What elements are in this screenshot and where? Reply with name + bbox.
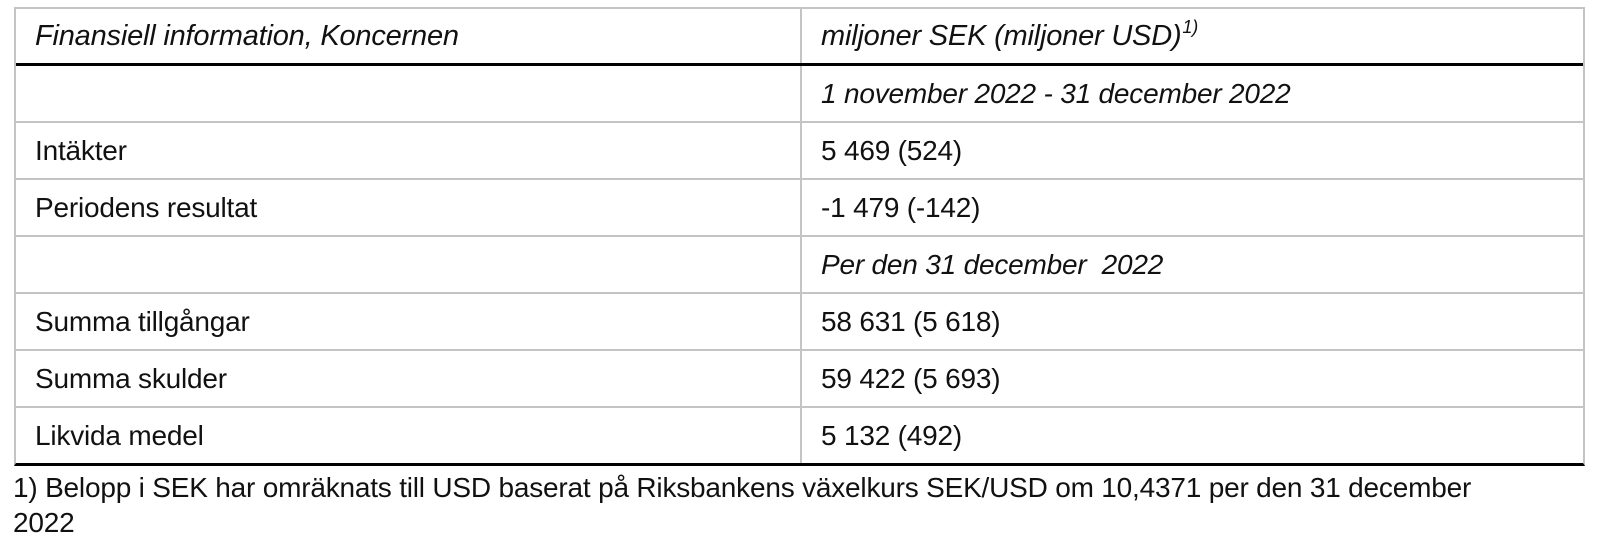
table-row: Intäkter 5 469 (524) xyxy=(16,123,1583,180)
financial-information-table: Finansiell information, Koncernen miljon… xyxy=(14,7,1585,466)
row-value-cell: 59 422 (5 693) xyxy=(821,362,1001,394)
row-label-cell: Likvida medel xyxy=(16,408,802,463)
unit-header-text: miljoner SEK (miljoner USD) xyxy=(821,19,1182,52)
row-value-cell: 58 631 (5 618) xyxy=(821,305,1001,337)
table-row: Periodens resultat -1 479 (-142) xyxy=(16,180,1583,237)
table-header-row: Finansiell information, Koncernen miljon… xyxy=(16,9,1583,66)
row-label-cell: Periodens resultat xyxy=(16,180,802,235)
row-label-cell: Intäkter xyxy=(16,123,802,178)
exchange-rate-footnote: 1) Belopp i SEK har omräknats till USD b… xyxy=(13,472,1472,538)
table-row: Summa skulder 59 422 (5 693) xyxy=(16,351,1583,408)
table-title-cell: Finansiell information, Koncernen xyxy=(16,9,802,63)
row-label-cell xyxy=(16,237,802,292)
period-header-cell: 1 november 2022 - 31 december 2022 xyxy=(821,77,1291,109)
period-header-cell: Per den 31 december 2022 xyxy=(821,248,1164,280)
row-label-cell xyxy=(16,66,802,121)
table-row: Likvida medel 5 132 (492) xyxy=(16,408,1583,463)
table-row: Per den 31 december 2022 xyxy=(16,237,1583,294)
row-value-cell: -1 479 (-142) xyxy=(821,191,981,223)
table-row: 1 november 2022 - 31 december 2022 xyxy=(16,66,1583,123)
table-row: Summa tillgångar 58 631 (5 618) xyxy=(16,294,1583,351)
row-label-cell: Summa skulder xyxy=(16,351,802,406)
row-value-cell: 5 132 (492) xyxy=(821,419,963,451)
row-label-cell: Summa tillgångar xyxy=(16,294,802,349)
unit-header-cell: miljoner SEK (miljoner USD) 1) xyxy=(821,17,1199,52)
row-value-cell: 5 469 (524) xyxy=(821,134,963,166)
